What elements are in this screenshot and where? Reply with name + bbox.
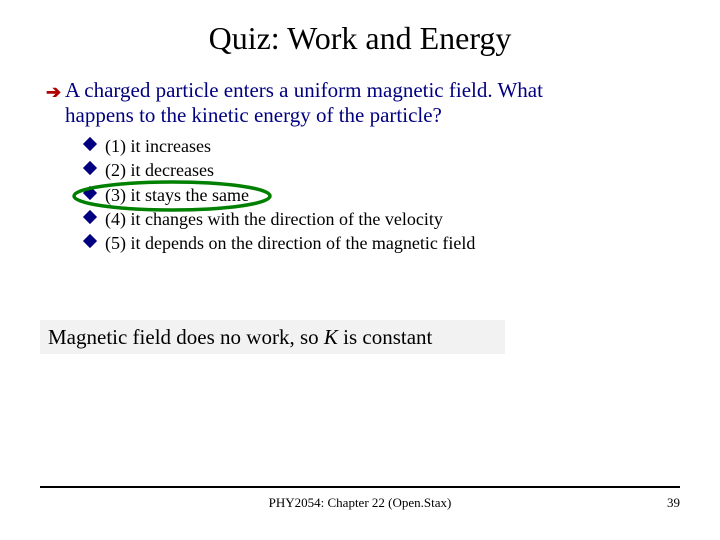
footer-rule	[40, 486, 680, 488]
options-list: (1) it increases (2) it decreases (3) it…	[85, 134, 475, 255]
option-num: (4)	[105, 209, 126, 229]
footer-center: PHY2054: Chapter 22 (Open.Stax)	[0, 495, 720, 511]
page-number: 39	[667, 495, 680, 511]
slide-title: Quiz: Work and Energy	[0, 20, 720, 57]
option-2: (2) it decreases	[85, 158, 475, 182]
option-5: (5) it depends on the direction of the m…	[85, 231, 475, 255]
answer-suffix: is constant	[338, 325, 433, 349]
diamond-icon	[83, 137, 97, 151]
question-line-2: happens to the kinetic energy of the par…	[65, 103, 665, 128]
question-line-1: A charged particle enters a uniform magn…	[65, 78, 543, 102]
question-text: A charged particle enters a uniform magn…	[65, 78, 665, 128]
arrow-icon: ➔	[46, 82, 61, 103]
option-text: it decreases	[126, 160, 214, 180]
option-text: it increases	[126, 136, 211, 156]
answer-variable: K	[324, 325, 338, 349]
option-num: (1)	[105, 136, 126, 156]
answer-prefix: Magnetic field does no work, so	[48, 325, 324, 349]
slide: Quiz: Work and Energy ➔ A charged partic…	[0, 0, 720, 540]
option-text: it depends on the direction of the magne…	[126, 233, 475, 253]
option-num: (5)	[105, 233, 126, 253]
option-num: (3)	[105, 185, 126, 205]
option-3: (3) it stays the same	[85, 183, 475, 207]
option-text: it stays the same	[126, 185, 249, 205]
diamond-icon	[83, 210, 97, 224]
diamond-icon	[83, 234, 97, 248]
option-num: (2)	[105, 160, 126, 180]
option-1: (1) it increases	[85, 134, 475, 158]
diamond-icon	[83, 161, 97, 175]
option-4: (4) it changes with the direction of the…	[85, 207, 475, 231]
diamond-icon	[83, 186, 97, 200]
answer-box: Magnetic field does no work, so K is con…	[40, 320, 505, 354]
option-text: it changes with the direction of the vel…	[126, 209, 443, 229]
